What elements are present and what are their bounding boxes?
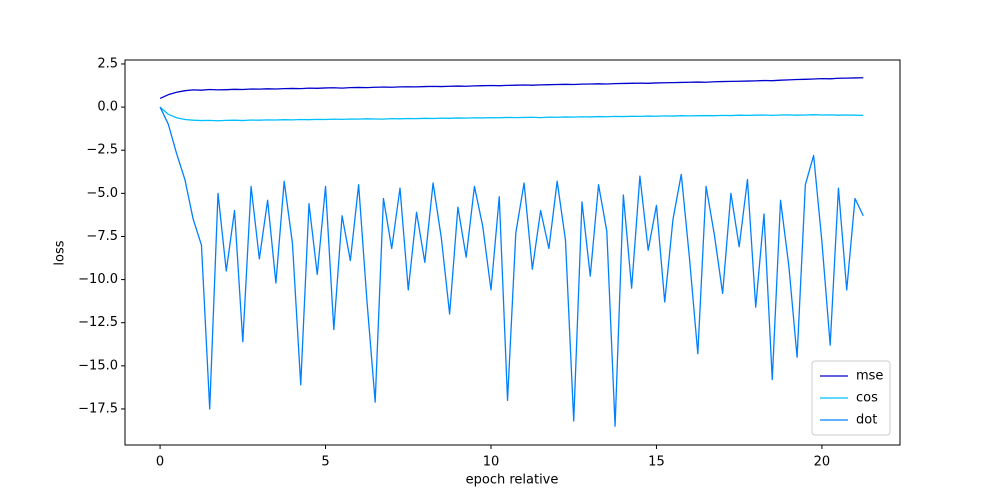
x-axis-label: epoch relative — [466, 473, 559, 488]
x-tick-label: 10 — [483, 455, 500, 470]
y-tick-label: −12.5 — [78, 315, 118, 330]
y-tick-label: −17.5 — [78, 401, 118, 416]
series-line — [159, 106, 864, 122]
y-axis-label: loss — [53, 240, 68, 265]
x-tick-label: 5 — [321, 455, 329, 470]
y-tick-label: −5.0 — [86, 186, 118, 201]
legend-label: cos — [856, 391, 878, 406]
plot-frame — [124, 59, 901, 446]
y-tick-label: 2.5 — [97, 56, 118, 71]
series-line — [159, 106, 864, 427]
y-tick-label: −7.5 — [86, 229, 118, 244]
y-tick-label: −10.0 — [78, 272, 118, 287]
legend-label: dot — [856, 413, 877, 428]
y-tick-label: −2.5 — [86, 143, 118, 158]
y-tick-label: −15.0 — [78, 358, 118, 373]
y-tick-label: 0.0 — [97, 100, 118, 115]
x-tick-label: 15 — [648, 455, 665, 470]
x-tick-label: 0 — [156, 455, 164, 470]
legend-box — [811, 360, 891, 436]
legend-label: mse — [856, 369, 883, 384]
x-tick-label: 20 — [814, 455, 831, 470]
series-line — [159, 77, 864, 100]
